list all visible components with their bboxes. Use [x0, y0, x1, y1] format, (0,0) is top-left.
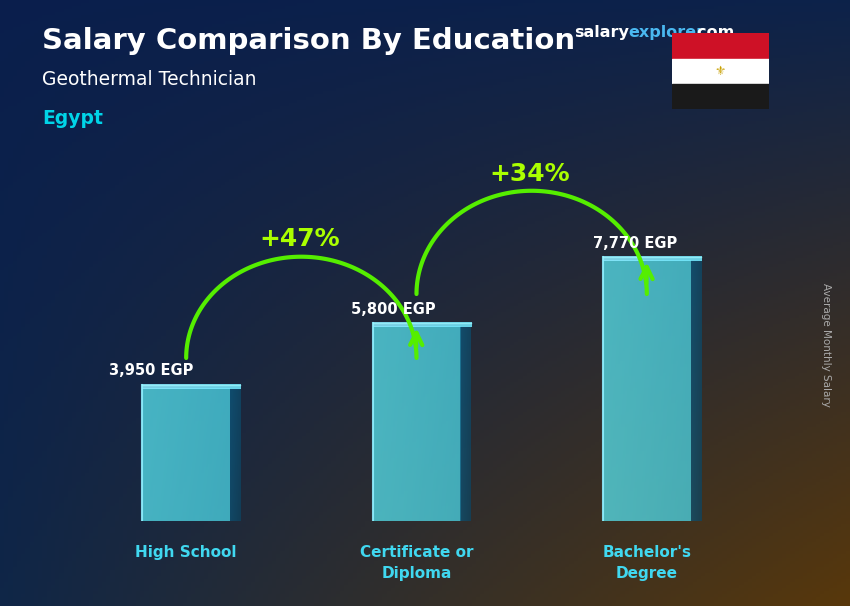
Text: Egypt: Egypt	[42, 109, 104, 128]
Bar	[672, 84, 769, 109]
Bar	[672, 33, 769, 59]
Text: ⚜: ⚜	[715, 65, 726, 78]
Text: Bachelor's
Degree: Bachelor's Degree	[603, 545, 691, 581]
Text: salary: salary	[574, 25, 629, 41]
Text: explorer: explorer	[628, 25, 705, 41]
Text: Average Monthly Salary: Average Monthly Salary	[821, 284, 831, 407]
Text: +47%: +47%	[259, 227, 340, 251]
Text: Salary Comparison By Education: Salary Comparison By Education	[42, 27, 575, 55]
Text: Geothermal Technician: Geothermal Technician	[42, 70, 257, 88]
Text: High School: High School	[135, 545, 237, 559]
Bar	[672, 59, 769, 84]
Text: 5,800 EGP: 5,800 EGP	[351, 302, 436, 317]
Text: 7,770 EGP: 7,770 EGP	[593, 236, 677, 251]
Text: .com: .com	[691, 25, 734, 41]
Text: +34%: +34%	[490, 162, 570, 185]
Text: 3,950 EGP: 3,950 EGP	[110, 363, 194, 378]
Text: Certificate or
Diploma: Certificate or Diploma	[360, 545, 473, 581]
